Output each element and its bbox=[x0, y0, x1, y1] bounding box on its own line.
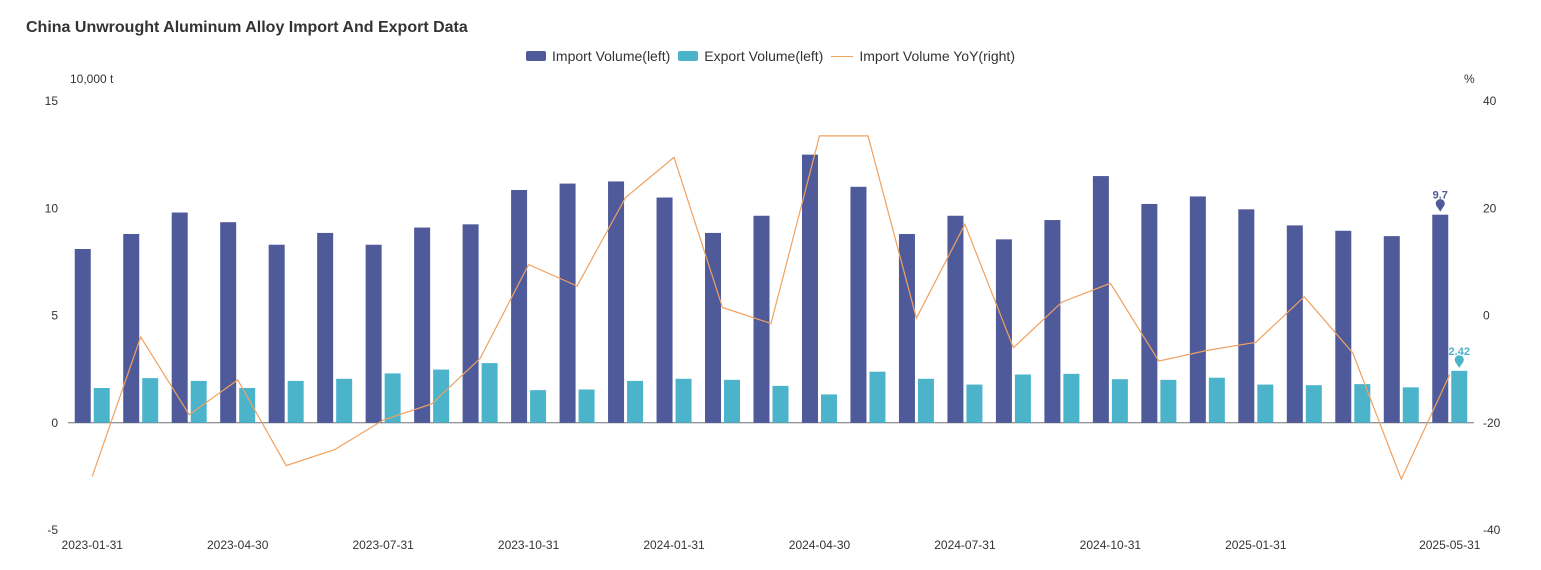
import-volume-bar bbox=[705, 232, 722, 423]
import-volume-bar bbox=[995, 239, 1012, 423]
data-pin-label: 9.7 bbox=[1433, 190, 1448, 202]
export-volume-bar bbox=[772, 385, 789, 423]
import-volume-bar bbox=[123, 233, 140, 423]
export-volume-bar bbox=[481, 363, 498, 423]
export-volume-bar bbox=[966, 384, 983, 423]
right-axis-tick-label: 20 bbox=[1483, 201, 1497, 215]
import-volume-bar bbox=[1383, 236, 1400, 423]
import-volume-bar bbox=[1432, 214, 1449, 423]
export-volume-bar bbox=[433, 369, 450, 423]
export-volume-bar bbox=[917, 378, 934, 423]
import-volume-bar bbox=[850, 186, 867, 423]
import-volume-bar bbox=[1238, 209, 1255, 423]
export-volume-bar bbox=[239, 388, 256, 423]
left-axis-tick-label: -5 bbox=[47, 523, 58, 537]
import-volume-bar bbox=[511, 190, 528, 423]
import-volume-bar bbox=[656, 197, 673, 423]
import-yoy-line bbox=[91, 135, 1451, 481]
export-volume-bar bbox=[675, 378, 692, 423]
chart-title: China Unwrought Aluminum Alloy Import An… bbox=[26, 19, 468, 36]
export-volume-bar bbox=[820, 394, 837, 423]
import-volume-bar bbox=[801, 154, 818, 423]
legend-label-import: Import Volume(left) bbox=[552, 48, 671, 64]
import-volume-bar bbox=[171, 212, 188, 423]
right-axis-tick-label: 40 bbox=[1483, 94, 1497, 108]
export-volume-bar bbox=[190, 380, 207, 423]
right-axis-tick-label: -40 bbox=[1483, 523, 1501, 537]
legend-label-yoy: Import Volume YoY(right) bbox=[859, 48, 1015, 64]
export-volume-bar bbox=[142, 378, 159, 423]
x-axis-tick-label: 2024-04-30 bbox=[789, 538, 851, 552]
import-volume-bar bbox=[462, 224, 479, 423]
x-axis-tick-label: 2025-01-31 bbox=[1225, 538, 1287, 552]
import-volume-bar bbox=[220, 222, 237, 423]
import-volume-bar bbox=[268, 244, 285, 423]
export-volume-bar bbox=[287, 380, 304, 423]
legend: Import Volume(left) Export Volume(left) … bbox=[0, 48, 1541, 64]
legend-label-export: Export Volume(left) bbox=[704, 48, 824, 64]
import-volume-bar bbox=[1092, 176, 1109, 423]
import-volume-bar bbox=[317, 232, 334, 423]
import-volume-bar bbox=[1335, 230, 1352, 423]
legend-item-import-volume[interactable]: Import Volume(left) bbox=[526, 48, 670, 64]
left-axis-tick-label: 5 bbox=[51, 309, 58, 323]
left-axis-tick-label: 15 bbox=[45, 94, 59, 108]
x-axis-tick-label: 2023-07-31 bbox=[352, 538, 414, 552]
import-volume-bar bbox=[753, 215, 770, 423]
export-volume-bar bbox=[1111, 379, 1128, 423]
right-axis-tick-label: 0 bbox=[1483, 309, 1490, 323]
import-volume-bar bbox=[1189, 196, 1206, 423]
export-volume-bar bbox=[1160, 379, 1177, 423]
legend-swatch-export bbox=[678, 51, 699, 61]
right-axis-unit: % bbox=[1464, 72, 1475, 86]
data-pin-label: 2.42 bbox=[1449, 346, 1470, 358]
export-volume-bar bbox=[1257, 384, 1274, 423]
export-volume-bar bbox=[627, 380, 644, 423]
legend-item-import-yoy[interactable]: Import Volume YoY(right) bbox=[831, 48, 1015, 64]
x-axis-tick-label: 2023-04-30 bbox=[207, 538, 269, 552]
export-volume-bar bbox=[93, 388, 110, 423]
import-volume-bar bbox=[947, 215, 964, 423]
export-volume-bar bbox=[578, 389, 595, 423]
import-volume-bar bbox=[365, 244, 382, 423]
export-volume-bar bbox=[869, 371, 886, 423]
import-volume-bar bbox=[74, 249, 91, 423]
x-axis-tick-label: 2023-10-31 bbox=[498, 538, 560, 552]
import-volume-bar bbox=[1044, 220, 1061, 423]
export-volume-bar bbox=[336, 378, 353, 423]
import-volume-bar bbox=[414, 227, 431, 423]
import-volume-bar bbox=[608, 181, 625, 423]
export-volume-bar bbox=[1354, 384, 1371, 423]
export-volume-bar bbox=[530, 390, 547, 423]
export-volume-bar bbox=[1305, 385, 1322, 423]
import-volume-bar bbox=[559, 183, 576, 423]
x-axis-tick-label: 2024-07-31 bbox=[934, 538, 996, 552]
export-volume-bar bbox=[1208, 377, 1225, 423]
legend-swatch-yoy bbox=[831, 55, 854, 57]
x-axis-tick-label: 2023-01-31 bbox=[62, 538, 124, 552]
legend-item-export-volume[interactable]: Export Volume(left) bbox=[678, 48, 823, 64]
x-axis-tick-label: 2024-01-31 bbox=[643, 538, 705, 552]
import-volume-bar bbox=[1141, 203, 1158, 423]
data-pin-marker bbox=[1435, 199, 1445, 212]
x-axis-tick-label: 2025-05-31 bbox=[1419, 538, 1481, 552]
left-axis-tick-label: 10 bbox=[45, 201, 59, 215]
data-pin-marker bbox=[1454, 355, 1464, 368]
left-axis-unit: 10,000 t bbox=[70, 72, 114, 86]
legend-swatch-import bbox=[526, 51, 547, 61]
import-volume-bar bbox=[1286, 225, 1303, 423]
export-volume-bar bbox=[1451, 370, 1468, 423]
export-volume-bar bbox=[1063, 373, 1080, 423]
import-volume-bar bbox=[898, 233, 915, 423]
x-axis-tick-label: 2024-10-31 bbox=[1080, 538, 1142, 552]
export-volume-bar bbox=[724, 379, 741, 423]
export-volume-bar bbox=[1014, 374, 1031, 423]
export-volume-bar bbox=[384, 373, 401, 423]
left-axis-tick-label: 0 bbox=[51, 416, 58, 430]
export-volume-bar bbox=[1402, 387, 1419, 423]
right-axis-tick-label: -20 bbox=[1483, 416, 1501, 430]
